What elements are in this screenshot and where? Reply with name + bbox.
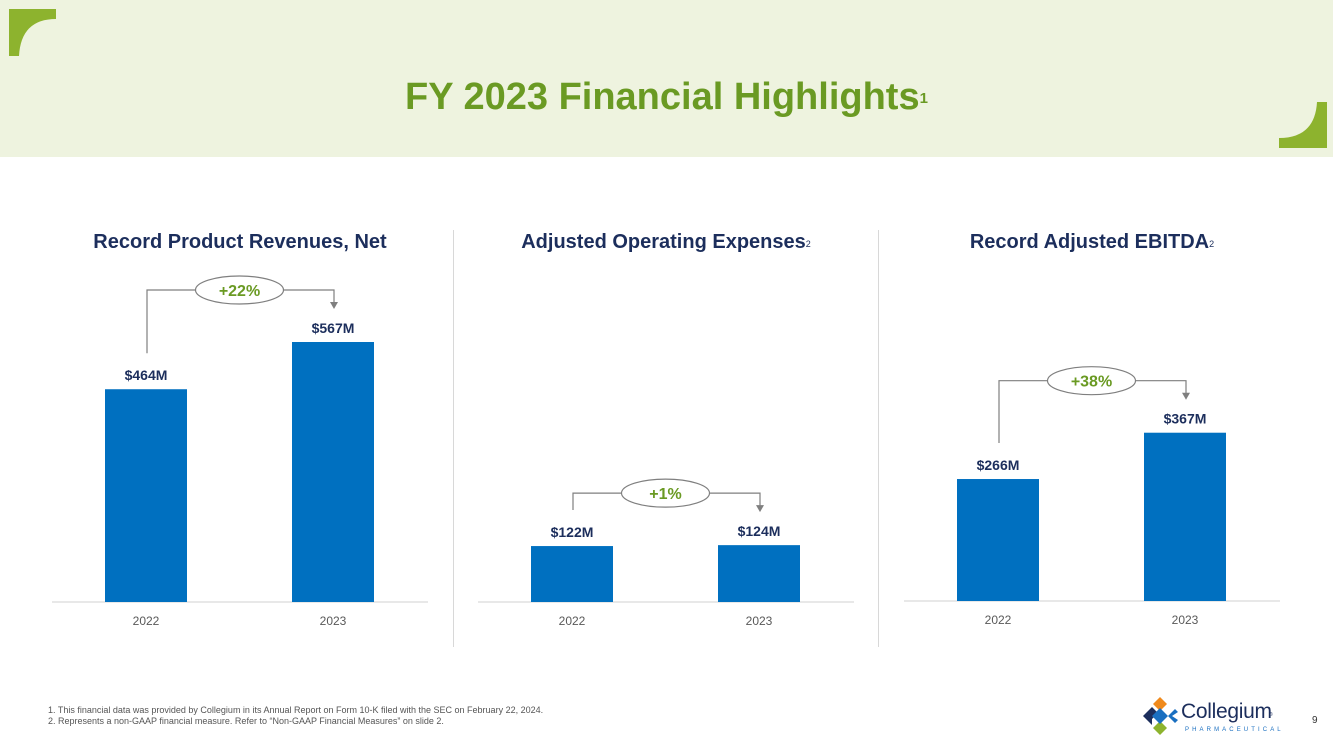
logo-wordmark: Collegium: [1181, 700, 1272, 723]
page-title: FY 2023 Financial Highlights1: [405, 76, 928, 118]
growth-oval: [620, 478, 711, 508]
logo-subtitle: PHARMACEUTICAL: [1185, 727, 1284, 733]
growth-arrow-icon: [1182, 392, 1190, 400]
data-label-2023: $124M: [738, 523, 781, 539]
footnote-1: 1. This financial data was provided by C…: [48, 705, 544, 715]
chart-svg: $122M 2022 $124M 2023 +1%: [478, 478, 854, 628]
bar-2023: [1144, 432, 1226, 601]
chart-title: Adjusted Operating Expenses2: [521, 231, 811, 253]
corner-accent-bottom-right: [1279, 102, 1327, 148]
bar-2023: [718, 545, 800, 602]
company-logo: Collegium ® PHARMACEUTICAL: [1141, 696, 1281, 736]
growth-arrow-icon: [330, 302, 338, 309]
bar-2023: [292, 342, 374, 602]
data-label-2023: $567M: [312, 320, 355, 336]
tick-label-2023: 2023: [320, 614, 347, 628]
growth-oval: [194, 275, 285, 305]
logo-trademark: ®: [1269, 712, 1273, 718]
bar-2022: [957, 479, 1039, 601]
chart-svg: $266M 2022 $367M 2023 +38%: [904, 366, 1280, 627]
growth-label: +1%: [649, 486, 681, 503]
growth-label: +38%: [1071, 374, 1112, 391]
page-number: 9: [1312, 715, 1318, 726]
chart-product-revenues: Record Product Revenues, Net $464M 2022 $5…: [40, 225, 440, 645]
header-band: FY 2023 Financial Highlights1: [0, 0, 1333, 157]
divider: [878, 230, 879, 647]
data-label-2023: $367M: [1164, 411, 1207, 427]
title-footnote-marker: 1: [919, 90, 928, 107]
tick-label-2022: 2022: [985, 613, 1012, 627]
bar-2022: [531, 546, 613, 602]
divider: [453, 230, 454, 647]
chart-adjusted-operating-expenses: Adjusted Operating Expenses2 $122M 2022 $1…: [466, 225, 866, 645]
footnotes: 1. This financial data was provided by C…: [48, 705, 543, 727]
data-label-2022: $464M: [125, 367, 168, 383]
growth-arrow-icon: [756, 505, 764, 513]
tick-label-2023: 2023: [746, 614, 773, 628]
tick-label-2022: 2022: [559, 614, 586, 628]
logo-mark-icon: [1143, 697, 1178, 735]
chart-adjusted-ebitda: Record Adjusted EBITDA2 $266M 2022 $367M 20…: [892, 225, 1292, 645]
chart-title: Record Adjusted EBITDA2: [969, 231, 1215, 253]
tick-label-2022: 2022: [133, 614, 160, 628]
growth-oval: [1046, 366, 1137, 396]
data-label-2022: $266M: [977, 457, 1020, 473]
chart-svg: $464M 2022 $567M 2023 +22%: [52, 275, 428, 628]
growth-label: +22%: [219, 283, 260, 300]
data-label-2022: $122M: [551, 524, 594, 540]
chart-title: Record Product Revenues, Net: [93, 231, 387, 253]
tick-label-2023: 2023: [1172, 613, 1199, 627]
corner-accent-top-left: [9, 9, 56, 56]
footnote-2: 2. Represents a non-GAAP financial measu…: [48, 716, 444, 726]
bar-2022: [105, 389, 187, 602]
